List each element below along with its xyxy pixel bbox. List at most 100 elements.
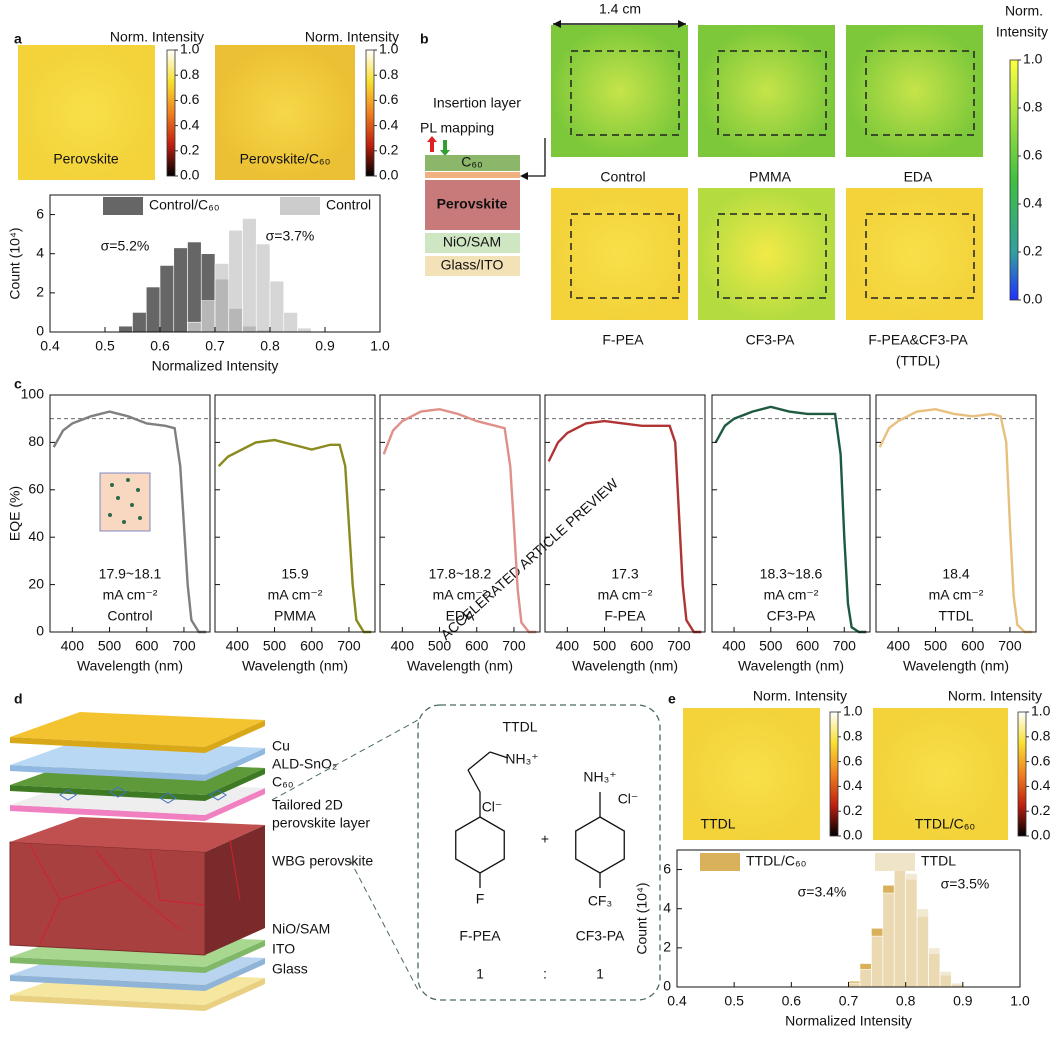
colorbar-tick-label: 0.8	[1031, 728, 1051, 744]
map-label: PMMA	[749, 169, 792, 185]
jsc-label: 17.9~18.1	[99, 566, 162, 582]
panel-letter: b	[420, 31, 429, 47]
grain-boundary	[159, 899, 206, 906]
roi-box	[717, 50, 827, 136]
legend-swatch	[280, 197, 320, 215]
legend-label: Control	[326, 197, 371, 213]
device-layer	[10, 712, 265, 747]
eqe-curve	[382, 408, 537, 634]
grain-boundary	[39, 899, 61, 945]
x-axis-label: Wavelength (nm)	[407, 658, 513, 674]
x-axis-label: Wavelength (nm)	[903, 658, 1009, 674]
sigma-label: σ=3.7%	[266, 228, 315, 244]
y-tick-label: 2	[663, 939, 671, 955]
stack-layer	[425, 256, 520, 276]
x-axis-label: Wavelength (nm)	[572, 658, 678, 674]
legend-swatch	[103, 197, 143, 215]
x-axis-label: Normalized Intensity	[785, 1013, 912, 1029]
x-tick-label: 0.4	[667, 993, 687, 1009]
roi-box	[570, 50, 680, 136]
zoom-line	[271, 719, 419, 801]
colorbar-tick-label: 0.4	[1023, 195, 1043, 211]
legend-label: TTDL	[921, 853, 956, 869]
stack-layer	[425, 233, 520, 253]
pl-arrow-out	[440, 140, 450, 156]
x-axis-label: Normalized Intensity	[152, 358, 279, 374]
y-tick-label: 60	[28, 481, 44, 497]
x-tick-label: 400	[887, 638, 911, 654]
molecule-title: TTDL	[503, 719, 538, 735]
colorbar-tick-label: 0.2	[180, 142, 200, 158]
colorbar-tick-label: 1.0	[379, 41, 399, 57]
colorbar	[166, 49, 176, 177]
inset-dot	[130, 503, 134, 507]
x-tick-label: 400	[556, 638, 580, 654]
x-tick-label: 500	[263, 638, 287, 654]
map-label: EDA	[904, 169, 933, 185]
colorbar-tick-label: 0.4	[379, 116, 399, 132]
y-tick-label: 0	[36, 623, 44, 639]
series-label: EDA	[446, 608, 475, 624]
layer-label: NiO/SAM	[272, 921, 330, 937]
x-axis-label: Wavelength (nm)	[77, 658, 183, 674]
histogram-bar	[871, 935, 884, 988]
legend-swatch	[875, 853, 915, 871]
colorbar-tick-label: 0.4	[843, 777, 863, 793]
legend-swatch	[700, 853, 740, 871]
x-tick-label: 0.5	[724, 993, 744, 1009]
jsc-label: mA cm⁻²	[433, 587, 488, 603]
x-tick-label: 0.4	[40, 338, 60, 354]
x-tick-label: 500	[428, 638, 452, 654]
y-tick-label: 20	[28, 575, 44, 591]
chem-group: Cl⁻	[618, 791, 639, 807]
x-tick-label: 700	[998, 638, 1022, 654]
device-layer-edge	[10, 958, 265, 991]
colorbar-tick-label: 0.6	[379, 91, 399, 107]
roi-box	[570, 213, 680, 299]
connector	[522, 138, 546, 177]
layer-label: Glass	[272, 961, 308, 977]
plot-frame	[544, 394, 706, 633]
histogram-bar	[283, 312, 298, 333]
plot-frame	[875, 394, 1037, 633]
x-tick-label: 700	[502, 638, 526, 654]
colorbar-tick-label: 0.6	[1031, 752, 1051, 768]
ratio: :	[543, 966, 547, 982]
histogram-bar	[228, 229, 243, 333]
x-tick-label: 700	[833, 638, 857, 654]
colorbar-title: Norm. Intensity	[753, 688, 847, 704]
chem-group: F	[476, 891, 485, 907]
pl-arrow-in	[427, 136, 437, 152]
x-tick-label: 0.8	[260, 338, 280, 354]
map-label: CF3-PA	[746, 332, 795, 348]
x-tick-label: 0.7	[839, 993, 859, 1009]
layer-label: perovskite layer	[272, 815, 370, 831]
pl-map	[846, 25, 983, 157]
x-tick-label: 600	[630, 638, 654, 654]
stack-layer-label: Perovskite	[437, 196, 508, 212]
colorbar-title: Norm.	[1005, 3, 1043, 19]
series-label: PMMA	[274, 608, 317, 624]
layer-label: ITO	[272, 941, 295, 957]
colorbar-tick-label: 0.6	[1023, 147, 1043, 163]
plot-frame	[379, 394, 541, 633]
jsc-label: 18.3~18.6	[760, 566, 823, 582]
inset-dot	[136, 488, 140, 492]
colorbar	[1009, 59, 1019, 301]
perovskite-side	[205, 825, 265, 955]
stack-label: Insertion layer	[433, 95, 521, 111]
layer-label: Tailored 2D	[272, 797, 343, 813]
colorbar-tick-label: 0.0	[379, 167, 399, 183]
device-layer-edge	[10, 788, 265, 821]
perovskite-front	[9, 841, 206, 956]
eqe-curve	[878, 408, 1033, 634]
y-tick-label: 0	[36, 323, 44, 339]
y-tick-label: 80	[28, 433, 44, 449]
scale-label: 1.4 cm	[599, 1, 641, 17]
colorbar-title: Intensity	[996, 24, 1048, 40]
panel-letter: c	[14, 376, 22, 392]
x-tick-label: 0.8	[896, 993, 916, 1009]
colorbar-tick-label: 0.4	[1031, 777, 1051, 793]
colorbar-tick-label: 1.0	[1031, 703, 1051, 719]
x-tick-label: 500	[759, 638, 783, 654]
